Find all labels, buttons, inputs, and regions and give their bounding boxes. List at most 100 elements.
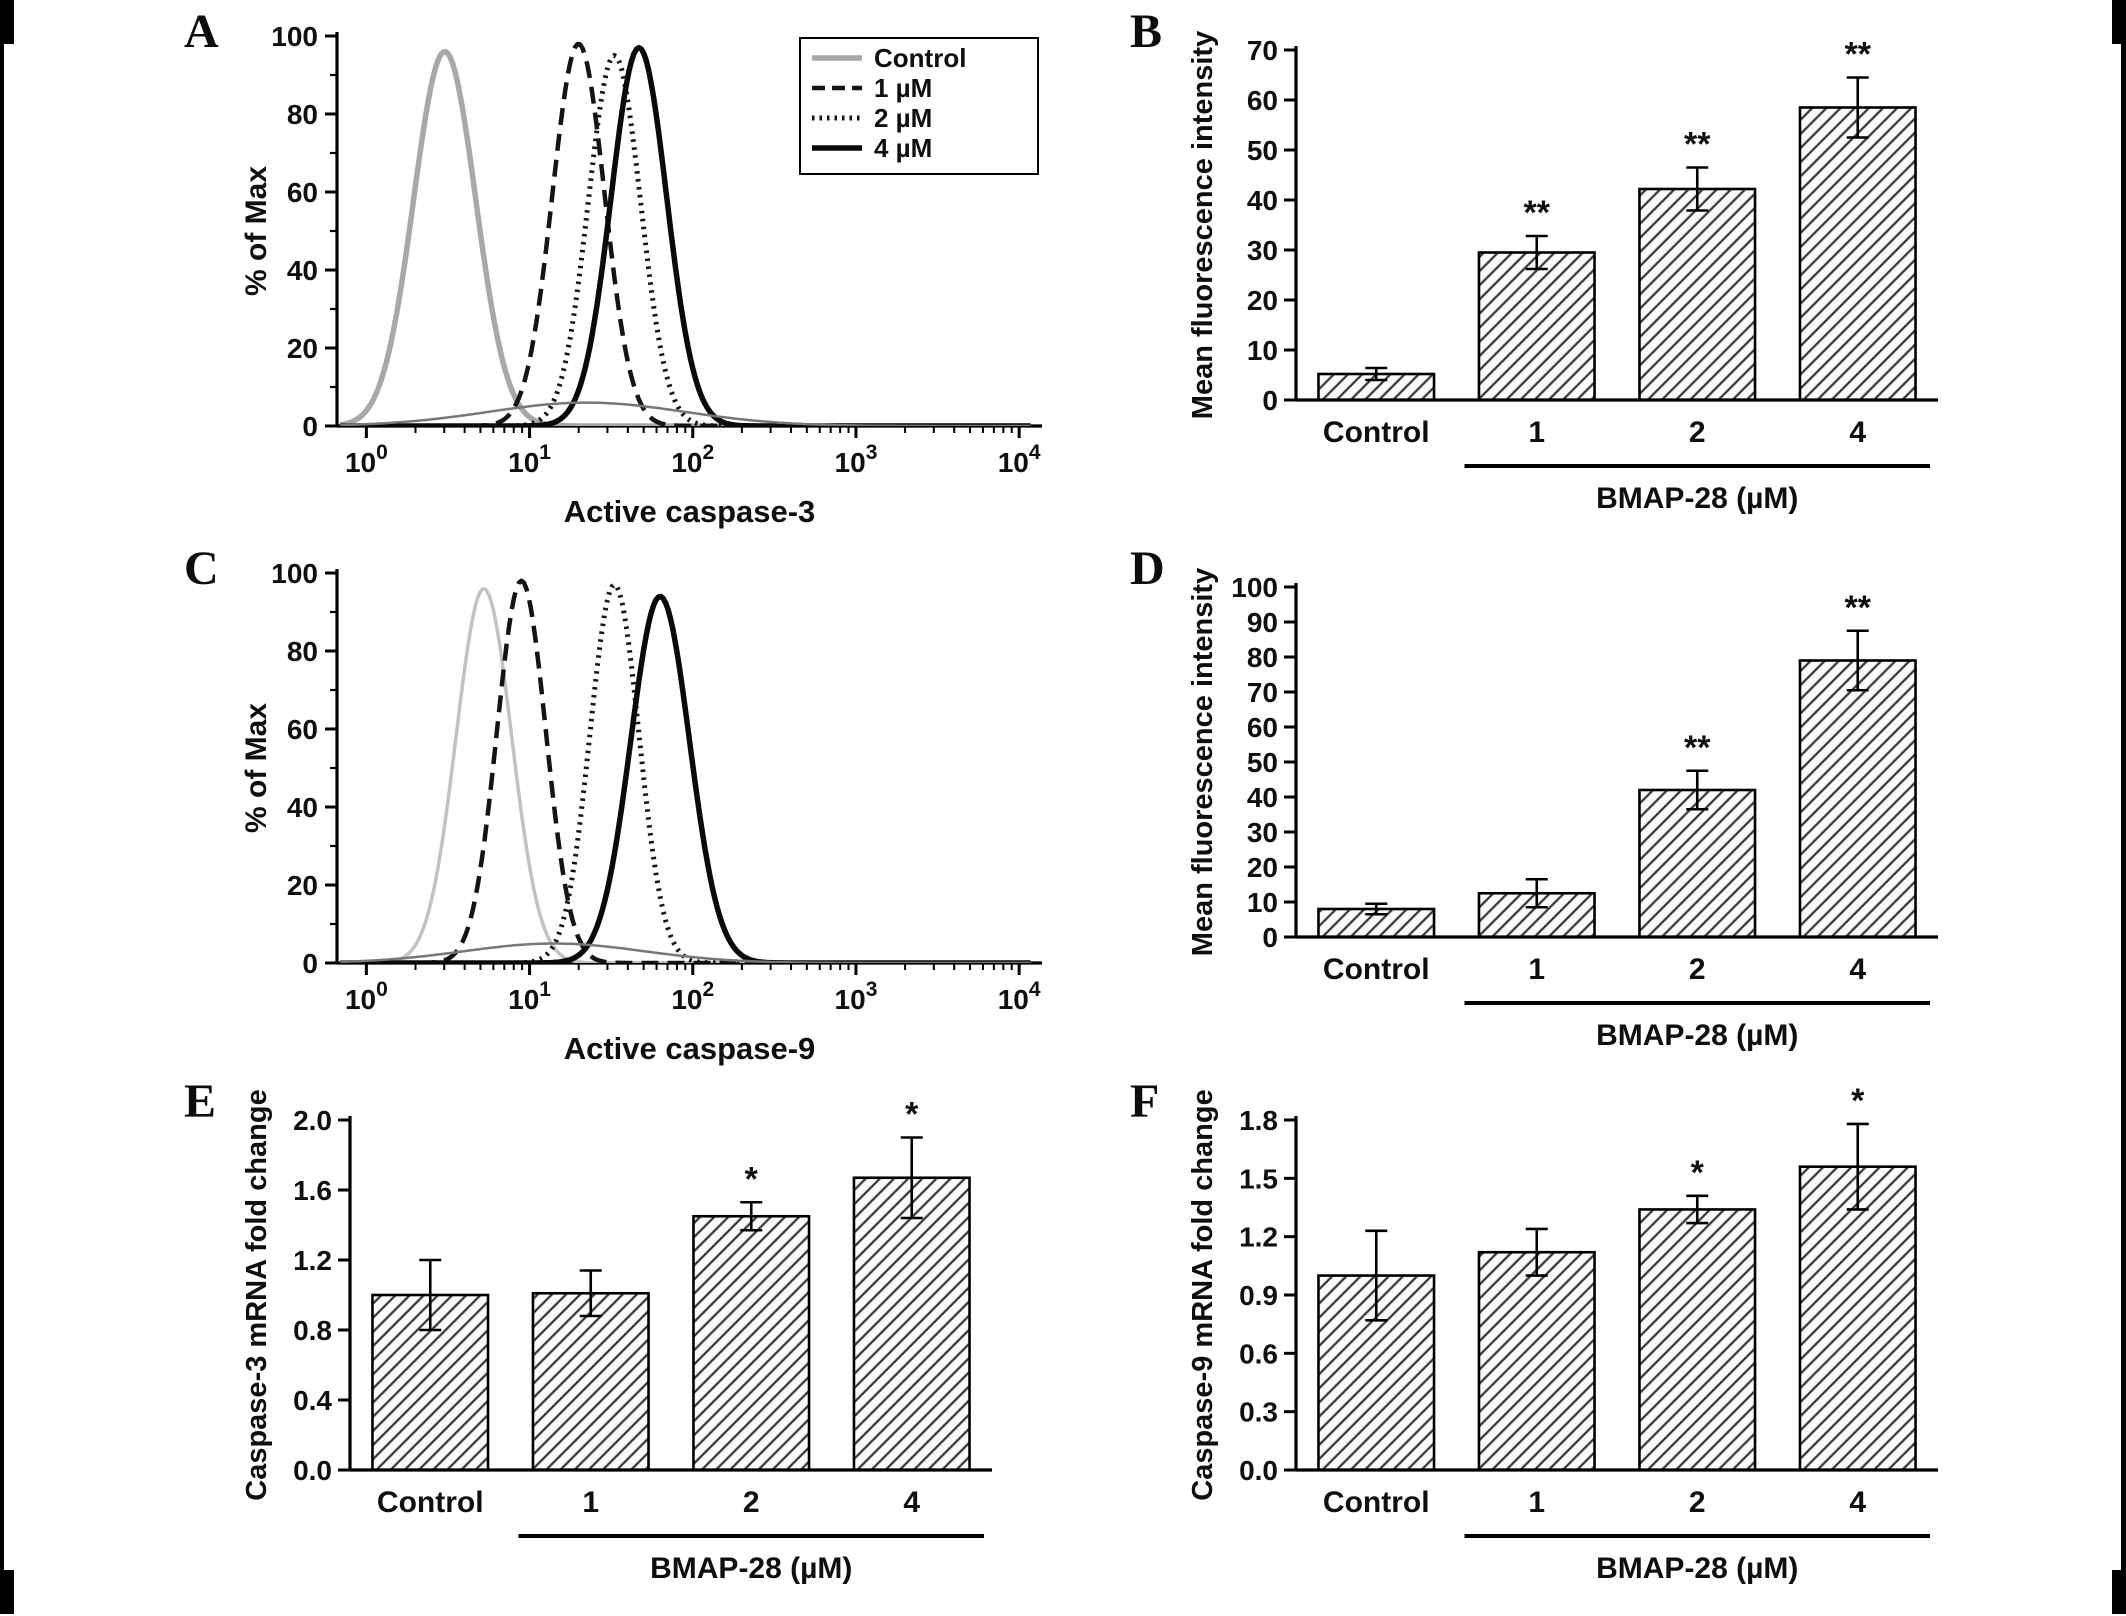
svg-text:103: 103 <box>835 441 878 478</box>
svg-text:100: 100 <box>345 978 388 1015</box>
panel-e: E 0.0 0.4 0.8 1.2 1.6 2.0 Control 1 * 2 * 4 Caspase-… <box>140 1078 1150 1612</box>
svg-text:Caspase-9 mRNA fold change: Caspase-9 mRNA fold change <box>1187 1089 1219 1500</box>
svg-text:90: 90 <box>1247 607 1278 638</box>
svg-text:0: 0 <box>302 411 318 442</box>
svg-text:60: 60 <box>287 177 318 208</box>
scan-artifact-left-line <box>0 0 4 1614</box>
scan-artifact-right-bottom <box>2112 1570 2126 1614</box>
svg-text:Control: Control <box>1323 953 1430 986</box>
svg-text:1.2: 1.2 <box>293 1245 332 1276</box>
bar-chart-svg: 0.0 0.3 0.6 0.9 1.2 1.5 1.8 Control 1 * 2 * 4 Caspase… <box>1187 1084 1938 1585</box>
svg-text:40: 40 <box>1247 185 1278 216</box>
svg-text:0.0: 0.0 <box>293 1455 332 1486</box>
svg-text:102: 102 <box>671 441 714 478</box>
svg-text:0.9: 0.9 <box>1239 1280 1278 1311</box>
panel-d: D 0 10 20 30 40 50 60 70 80 90 100 Control 1 ** 2 ** 4 Me… <box>1086 545 2096 1079</box>
bar-chart-svg: 0.0 0.4 0.8 1.2 1.6 2.0 Control 1 * 2 * 4 Caspase-3 … <box>241 1089 992 1585</box>
svg-text:1 µM: 1 µM <box>874 73 932 103</box>
svg-text:10: 10 <box>1247 887 1278 918</box>
bar-chart-mfi-caspase-9: 0 10 20 30 40 50 60 70 80 90 100 Control 1 ** 2 ** 4 Mean… <box>1178 551 1978 1083</box>
svg-text:100: 100 <box>271 21 318 52</box>
svg-text:60: 60 <box>1247 712 1278 743</box>
svg-text:0.3: 0.3 <box>1239 1397 1278 1428</box>
svg-text:2: 2 <box>743 1486 760 1519</box>
svg-text:*: * <box>1851 1084 1865 1120</box>
svg-text:101: 101 <box>508 978 551 1015</box>
svg-text:0: 0 <box>1262 922 1278 953</box>
svg-text:60: 60 <box>1247 85 1278 116</box>
panel-f: F 0.0 0.3 0.6 0.9 1.2 1.5 1.8 Control 1 * 2 * 4 Caspa… <box>1086 1078 2096 1612</box>
svg-text:20: 20 <box>287 333 318 364</box>
svg-text:**: ** <box>1524 194 1551 232</box>
svg-text:Active caspase-3: Active caspase-3 <box>564 494 816 529</box>
panel-b: B 0 10 20 30 40 50 60 70 Control ** 1 ** 2 ** 4 Mean fl… <box>1086 8 2096 542</box>
svg-text:40: 40 <box>1247 782 1278 813</box>
svg-text:BMAP-28 (µM): BMAP-28 (µM) <box>1596 1019 1798 1052</box>
svg-text:Control: Control <box>1323 1486 1430 1519</box>
svg-text:100: 100 <box>345 441 388 478</box>
svg-text:80: 80 <box>287 99 318 130</box>
panel-label-e: E <box>184 1075 217 1128</box>
svg-text:4: 4 <box>1849 1486 1866 1519</box>
svg-text:Mean fluorescence intensity: Mean fluorescence intensity <box>1187 31 1219 419</box>
svg-text:70: 70 <box>1247 677 1278 708</box>
bar-chart-svg: 0 10 20 30 40 50 60 70 80 90 100 Control 1 ** 2 ** 4 Mean… <box>1187 568 1938 1052</box>
svg-text:*: * <box>1691 1154 1705 1192</box>
svg-text:1.8: 1.8 <box>1239 1105 1278 1136</box>
bar-chart-caspase-3-mrna: 0.0 0.4 0.8 1.2 1.6 2.0 Control 1 * 2 * 4 Caspase-3 … <box>232 1084 1032 1616</box>
svg-text:30: 30 <box>1247 817 1278 848</box>
svg-text:100: 100 <box>1231 572 1278 603</box>
svg-text:Control: Control <box>377 1486 484 1519</box>
flow-histogram-active-caspase-9: 0 20 40 60 80 100 100 101 102 103 104 Active caspas… <box>232 551 1072 1071</box>
flow-histogram-svg: 0 20 40 60 80 100 100 101 102 103 104 Active caspas… <box>240 21 1042 529</box>
svg-text:40: 40 <box>287 792 318 823</box>
svg-text:Caspase-3 mRNA fold change: Caspase-3 mRNA fold change <box>241 1089 273 1500</box>
bar-chart-mfi-caspase-3: 0 10 20 30 40 50 60 70 Control ** 1 ** 2 ** 4 Mean fluo… <box>1178 14 1978 546</box>
svg-text:Control: Control <box>874 43 966 73</box>
svg-text:100: 100 <box>271 558 318 589</box>
svg-text:Mean fluorescence intensity: Mean fluorescence intensity <box>1187 568 1219 956</box>
svg-text:103: 103 <box>835 978 878 1015</box>
svg-text:0: 0 <box>302 948 318 979</box>
svg-text:1.2: 1.2 <box>1239 1222 1278 1253</box>
svg-text:2.0: 2.0 <box>293 1105 332 1136</box>
svg-text:1: 1 <box>1528 953 1545 986</box>
svg-text:Active caspase-9: Active caspase-9 <box>564 1031 816 1066</box>
svg-text:2 µM: 2 µM <box>874 103 932 133</box>
svg-text:4: 4 <box>1849 953 1866 986</box>
svg-text:*: * <box>905 1096 919 1134</box>
panel-label-a: A <box>184 5 219 58</box>
svg-text:0.8: 0.8 <box>293 1315 332 1346</box>
svg-text:**: ** <box>1845 589 1872 627</box>
panel-a: A 0 20 40 60 80 100 100 101 102 103 104 Active casp… <box>140 8 1150 542</box>
svg-text:2: 2 <box>1689 953 1706 986</box>
svg-text:104: 104 <box>998 441 1041 478</box>
svg-text:2: 2 <box>1689 1486 1706 1519</box>
svg-text:20: 20 <box>1247 852 1278 883</box>
svg-text:*: * <box>745 1160 759 1198</box>
flow-histogram-active-caspase-3: 0 20 40 60 80 100 100 101 102 103 104 Active caspas… <box>232 14 1072 534</box>
bar-chart-caspase-9-mrna: 0.0 0.3 0.6 0.9 1.2 1.5 1.8 Control 1 * 2 * 4 Caspase… <box>1178 1084 1978 1616</box>
svg-text:BMAP-28 (µM): BMAP-28 (µM) <box>1596 482 1798 515</box>
scan-artifact-right-top <box>2112 0 2126 44</box>
svg-text:4: 4 <box>1849 416 1866 449</box>
svg-text:**: ** <box>1684 126 1711 164</box>
panel-label-f: F <box>1130 1075 1160 1128</box>
svg-text:50: 50 <box>1247 135 1278 166</box>
svg-text:1: 1 <box>1528 1486 1545 1519</box>
panel-label-c: C <box>184 542 219 595</box>
scan-artifact-left-bottom <box>0 1570 14 1614</box>
flow-histogram-svg: 0 20 40 60 80 100 100 101 102 103 104 Active caspas… <box>240 558 1042 1066</box>
svg-text:0.0: 0.0 <box>1239 1455 1278 1486</box>
svg-text:4 µM: 4 µM <box>874 133 932 163</box>
svg-text:70: 70 <box>1247 35 1278 66</box>
svg-text:% of Max: % of Max <box>240 703 273 833</box>
svg-text:80: 80 <box>1247 642 1278 673</box>
svg-text:BMAP-28 (µM): BMAP-28 (µM) <box>650 1552 852 1585</box>
scan-artifact-right-line <box>2121 0 2126 1614</box>
svg-text:10: 10 <box>1247 335 1278 366</box>
svg-text:0.6: 0.6 <box>1239 1338 1278 1369</box>
svg-text:80: 80 <box>287 636 318 667</box>
svg-text:0.4: 0.4 <box>293 1385 332 1416</box>
svg-text:101: 101 <box>508 441 551 478</box>
